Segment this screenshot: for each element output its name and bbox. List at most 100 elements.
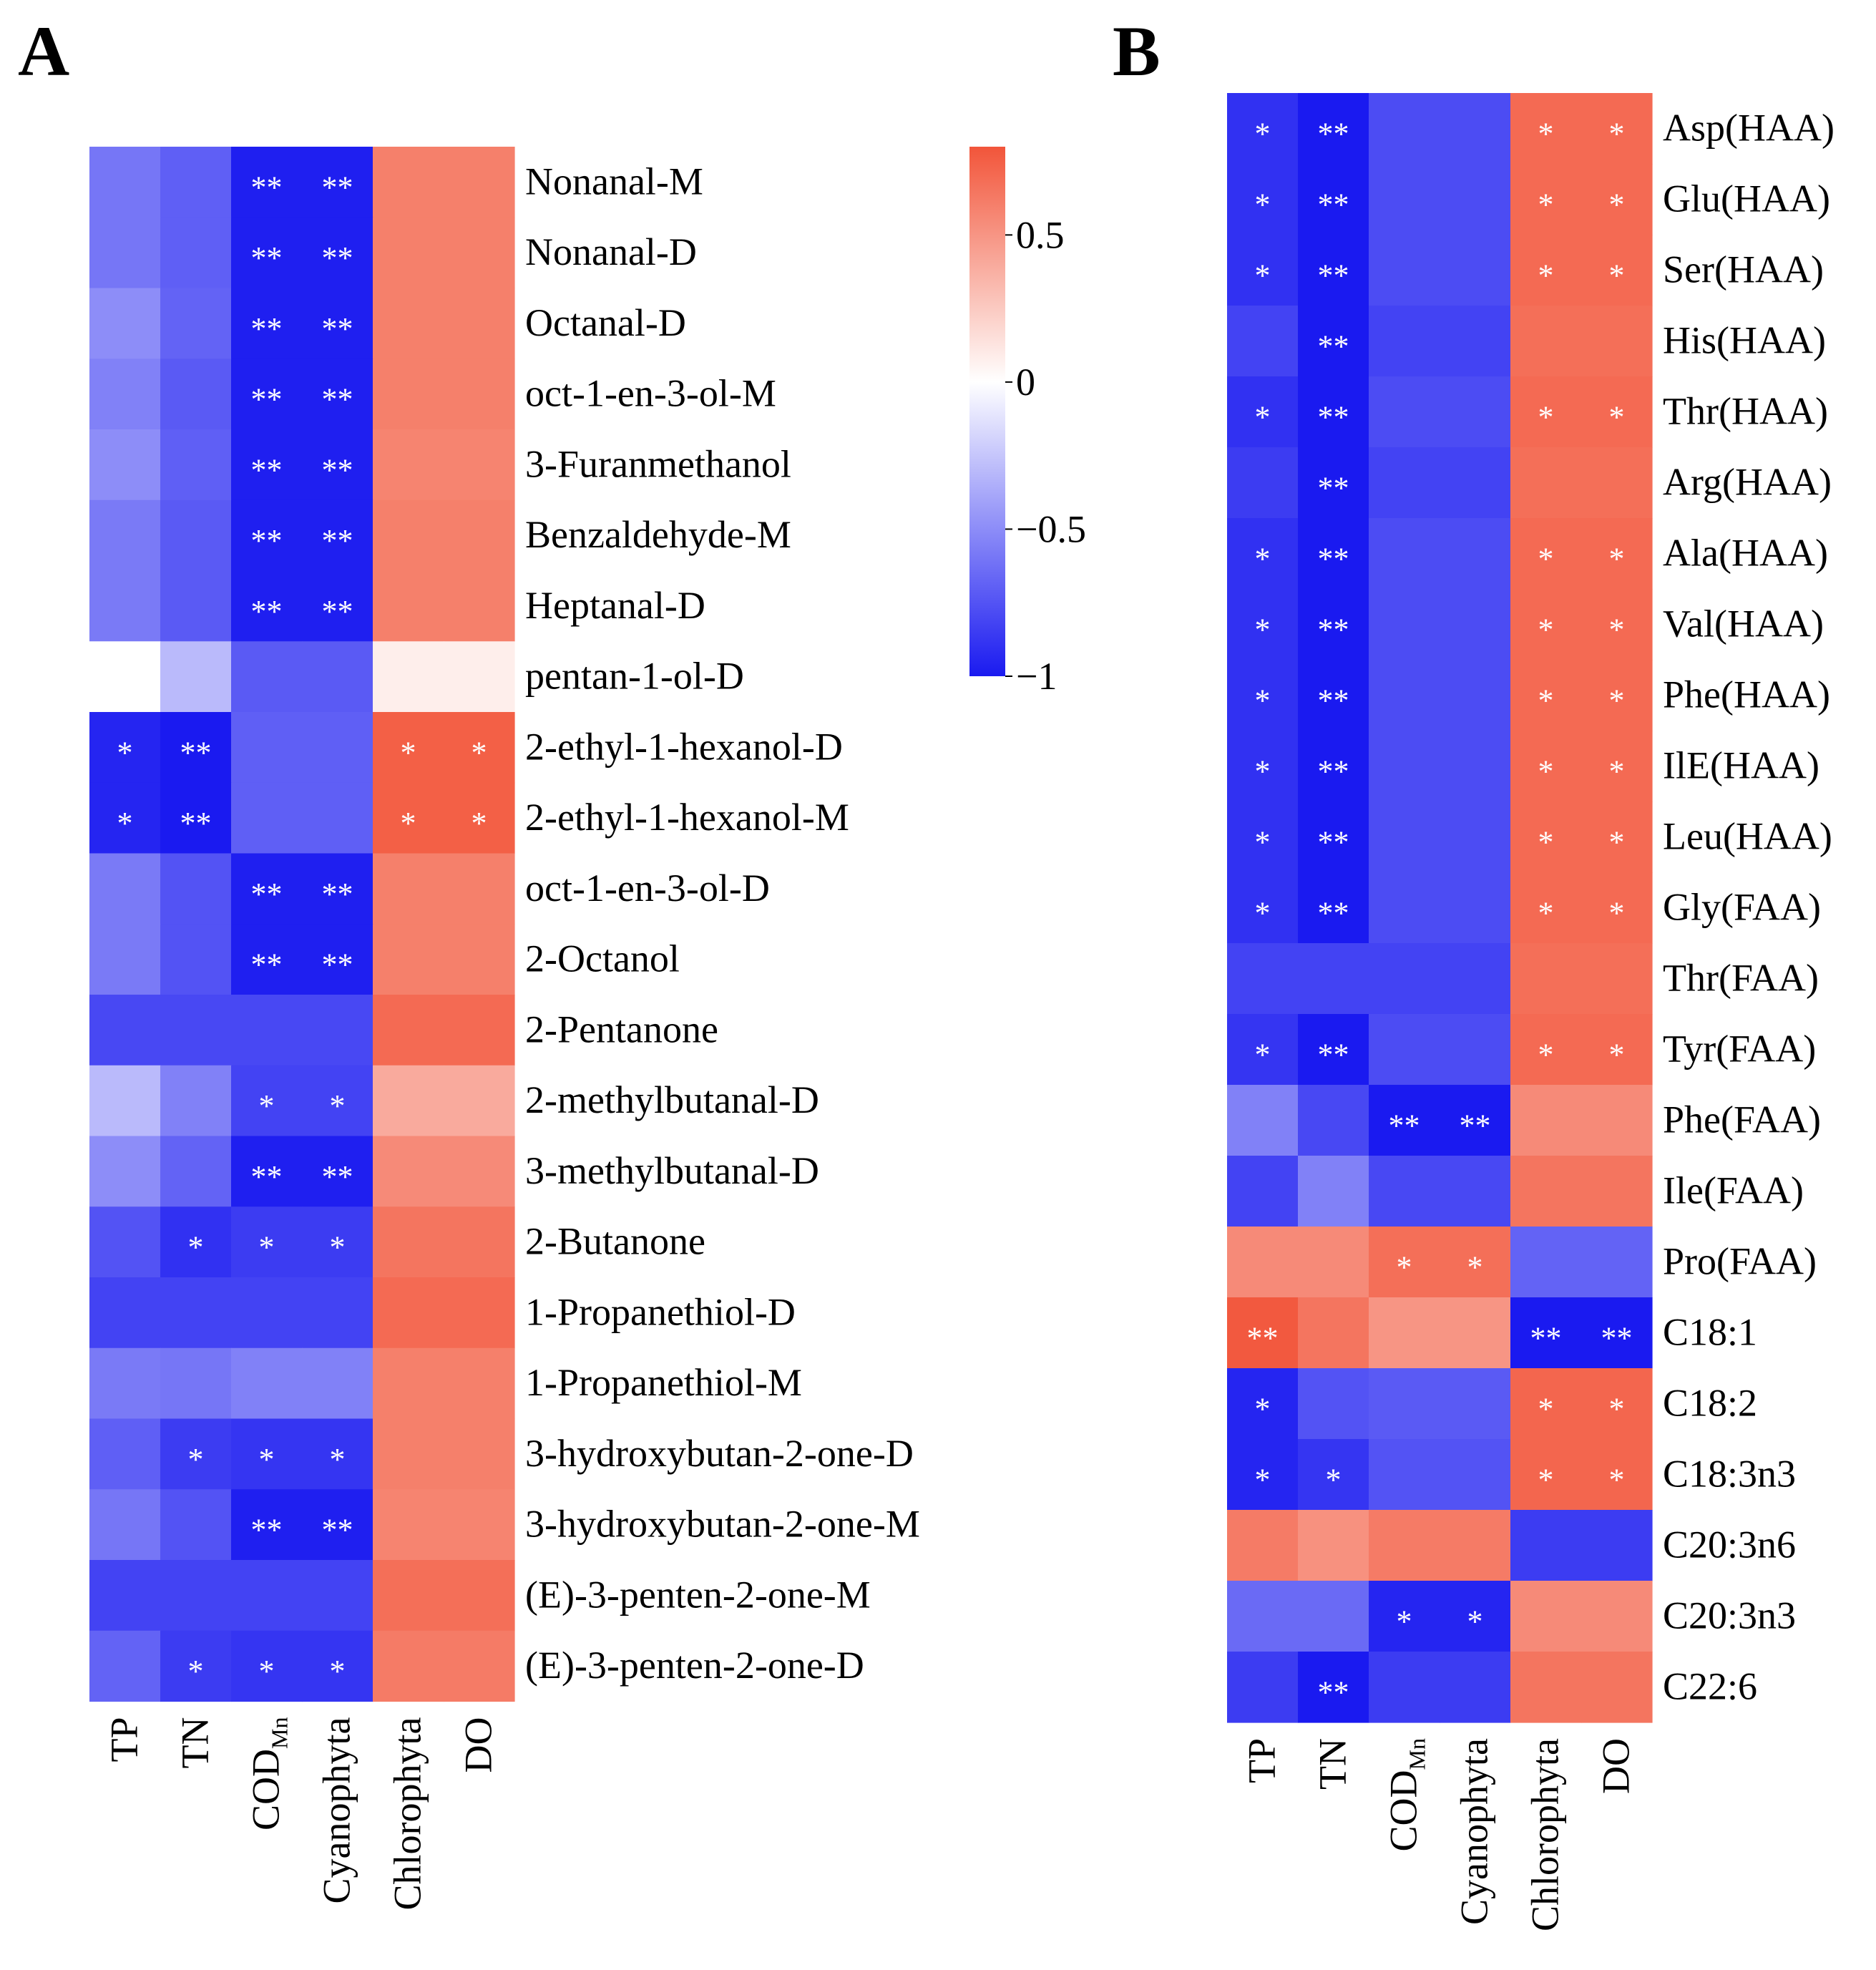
cell-c18-1-do	[1581, 1297, 1653, 1369]
row-label-2-ethyl-1-hexanol-d: 2-ethyl-1-hexanol-D	[525, 725, 843, 768]
cell-3-methylbutanal-d-do	[444, 1136, 515, 1207]
cell-arg-haa-do	[1581, 447, 1653, 519]
cell-phe-faa-do	[1581, 1085, 1653, 1156]
row-label-e-3-penten-2-one-d: (E)-3-penten-2-one-D	[525, 1644, 864, 1687]
significance-marker: **	[1318, 400, 1349, 435]
cell-3-furanmethanol-do	[444, 429, 515, 501]
cell-gly-faa-cod	[1369, 872, 1440, 944]
row-label-nonanal-d: Nonanal-D	[525, 230, 697, 273]
column-label-text: Chlorophyta	[1524, 1738, 1567, 1931]
cell-ser-haa-do	[1581, 235, 1653, 306]
significance-marker: *	[1255, 542, 1271, 577]
significance-marker: **	[322, 523, 353, 558]
cell-2-ethyl-1-hexanol-m-tp	[89, 782, 161, 854]
cell-thr-haa-tn	[1298, 376, 1369, 448]
cell-gly-faa-tp	[1227, 872, 1299, 944]
cell-3-hydroxybutan-2-one-m-cod	[231, 1489, 303, 1561]
row-label-2-butanone: 2-Butanone	[525, 1220, 705, 1263]
cell-phe-faa-cod	[1369, 1085, 1440, 1156]
cell-val-haa-tn	[1298, 589, 1369, 660]
cell-3-hydroxybutan-2-one-d-tn	[160, 1418, 232, 1490]
cell-his-haa-tn	[1298, 306, 1369, 377]
cell-1-propanethiol-d-cyanophyta	[302, 1277, 373, 1349]
cell-c18-1-cyanophyta	[1440, 1297, 1511, 1369]
cell-ser-haa-cyanophyta	[1440, 235, 1511, 306]
cell-octanal-d-chlorophyta	[373, 288, 444, 359]
column-label-chlorophyta: Chlorophyta	[386, 1717, 429, 1910]
significance-marker: **	[180, 735, 212, 770]
cell-leu-haa-do	[1581, 801, 1653, 873]
column-label-tp: TP	[1241, 1738, 1284, 1783]
cell-2-ethyl-1-hexanol-m-do	[444, 782, 515, 854]
cell-2-pentanone-cod	[231, 995, 303, 1066]
cell-1-propanethiol-m-tp	[89, 1347, 161, 1420]
cell-phe-haa-do	[1581, 660, 1653, 731]
cell-c18-1-tp	[1227, 1297, 1299, 1369]
cell-ser-haa-cod	[1369, 235, 1440, 306]
cell-asp-haa-chlorophyta	[1510, 93, 1582, 165]
cell-heptanal-d-tn	[160, 570, 232, 642]
cell-2-methylbutanal-d-tp	[89, 1065, 161, 1137]
significance-marker: *	[259, 1230, 275, 1265]
cell-tyr-faa-chlorophyta	[1510, 1014, 1582, 1086]
significance-marker: *	[1255, 187, 1271, 223]
cell-c20-3n6-cyanophyta	[1440, 1510, 1511, 1581]
cell-3-furanmethanol-chlorophyta	[373, 429, 444, 501]
heatmap-panel-a: A ** **** **** **** **** **** **** *** ** * ** ** * *…	[18, 11, 920, 1910]
significance-marker: **	[1318, 754, 1349, 789]
cell-ile-faa-chlorophyta	[1510, 1156, 1582, 1227]
cell-benzaldehyde-m-tn	[160, 499, 232, 572]
cell-3-hydroxybutan-2-one-m-cyanophyta	[302, 1489, 373, 1561]
cell-ala-haa-tn	[1298, 518, 1369, 590]
significance-marker: **	[251, 311, 283, 346]
cell-2-pentanone-tn	[160, 995, 232, 1066]
significance-marker: *	[1255, 258, 1271, 293]
significance-marker: **	[251, 877, 283, 912]
column-label-text: Cyanophyta	[316, 1717, 358, 1903]
colorbar-ticks: 0.5 0 −0.5 −1	[1005, 213, 1086, 698]
row-label-leu-haa: Leu(HAA)	[1663, 815, 1832, 858]
significance-marker: *	[1538, 754, 1554, 789]
significance-marker: *	[259, 1088, 275, 1123]
cell-nonanal-d-tp	[89, 217, 161, 289]
cell-gly-faa-tn	[1298, 872, 1369, 944]
significance-marker: *	[259, 1442, 275, 1477]
significance-marker: *	[1255, 117, 1271, 152]
cell-e-3-penten-2-one-d-tp	[89, 1630, 161, 1702]
cell-glu-haa-chlorophyta	[1510, 164, 1582, 235]
significance-marker: *	[1609, 1038, 1625, 1073]
cell-phe-haa-chlorophyta	[1510, 660, 1582, 731]
cell-nonanal-m-cyanophyta	[302, 147, 373, 218]
cell-pentan-1-ol-d-tp	[89, 641, 161, 713]
cell-val-haa-chlorophyta	[1510, 589, 1582, 660]
cell-tyr-faa-tn	[1298, 1014, 1369, 1086]
cell-phe-faa-cyanophyta	[1440, 1085, 1511, 1156]
cell-ile-haa-cyanophyta	[1440, 731, 1511, 802]
cell-val-haa-do	[1581, 589, 1653, 660]
cell-ser-haa-tn	[1298, 235, 1369, 306]
cell-ala-haa-cod	[1369, 518, 1440, 590]
significance-marker: **	[251, 1159, 283, 1194]
cell-c20-3n3-cyanophyta	[1440, 1581, 1511, 1652]
cell-1-propanethiol-d-chlorophyta	[373, 1277, 444, 1349]
cell-glu-haa-do	[1581, 164, 1653, 235]
column-label-cyanophyta: Cyanophyta	[1453, 1738, 1496, 1925]
significance-marker: *	[1538, 683, 1554, 718]
significance-marker: *	[330, 1654, 346, 1689]
cell-c20-3n3-do	[1581, 1581, 1653, 1652]
row-label-ala-haa: Ala(HAA)	[1663, 532, 1828, 575]
column-label-do: DO	[457, 1717, 500, 1773]
cell-ala-haa-chlorophyta	[1510, 518, 1582, 590]
cell-oct-1-en-3-ol-d-cyanophyta	[302, 853, 373, 925]
cell-nonanal-m-tp	[89, 147, 161, 218]
significance-marker: *	[1538, 613, 1554, 648]
significance-marker: **	[1318, 683, 1349, 718]
row-label-oct-1-en-3-ol-m: oct-1-en-3-ol-M	[525, 372, 776, 415]
cell-arg-haa-cyanophyta	[1440, 447, 1511, 519]
cell-his-haa-chlorophyta	[1510, 306, 1582, 377]
cell-2-pentanone-chlorophyta	[373, 995, 444, 1066]
significance-marker: *	[1255, 613, 1271, 648]
significance-marker: *	[1538, 896, 1554, 931]
cell-val-haa-cod	[1369, 589, 1440, 660]
cell-heptanal-d-cod	[231, 570, 303, 642]
